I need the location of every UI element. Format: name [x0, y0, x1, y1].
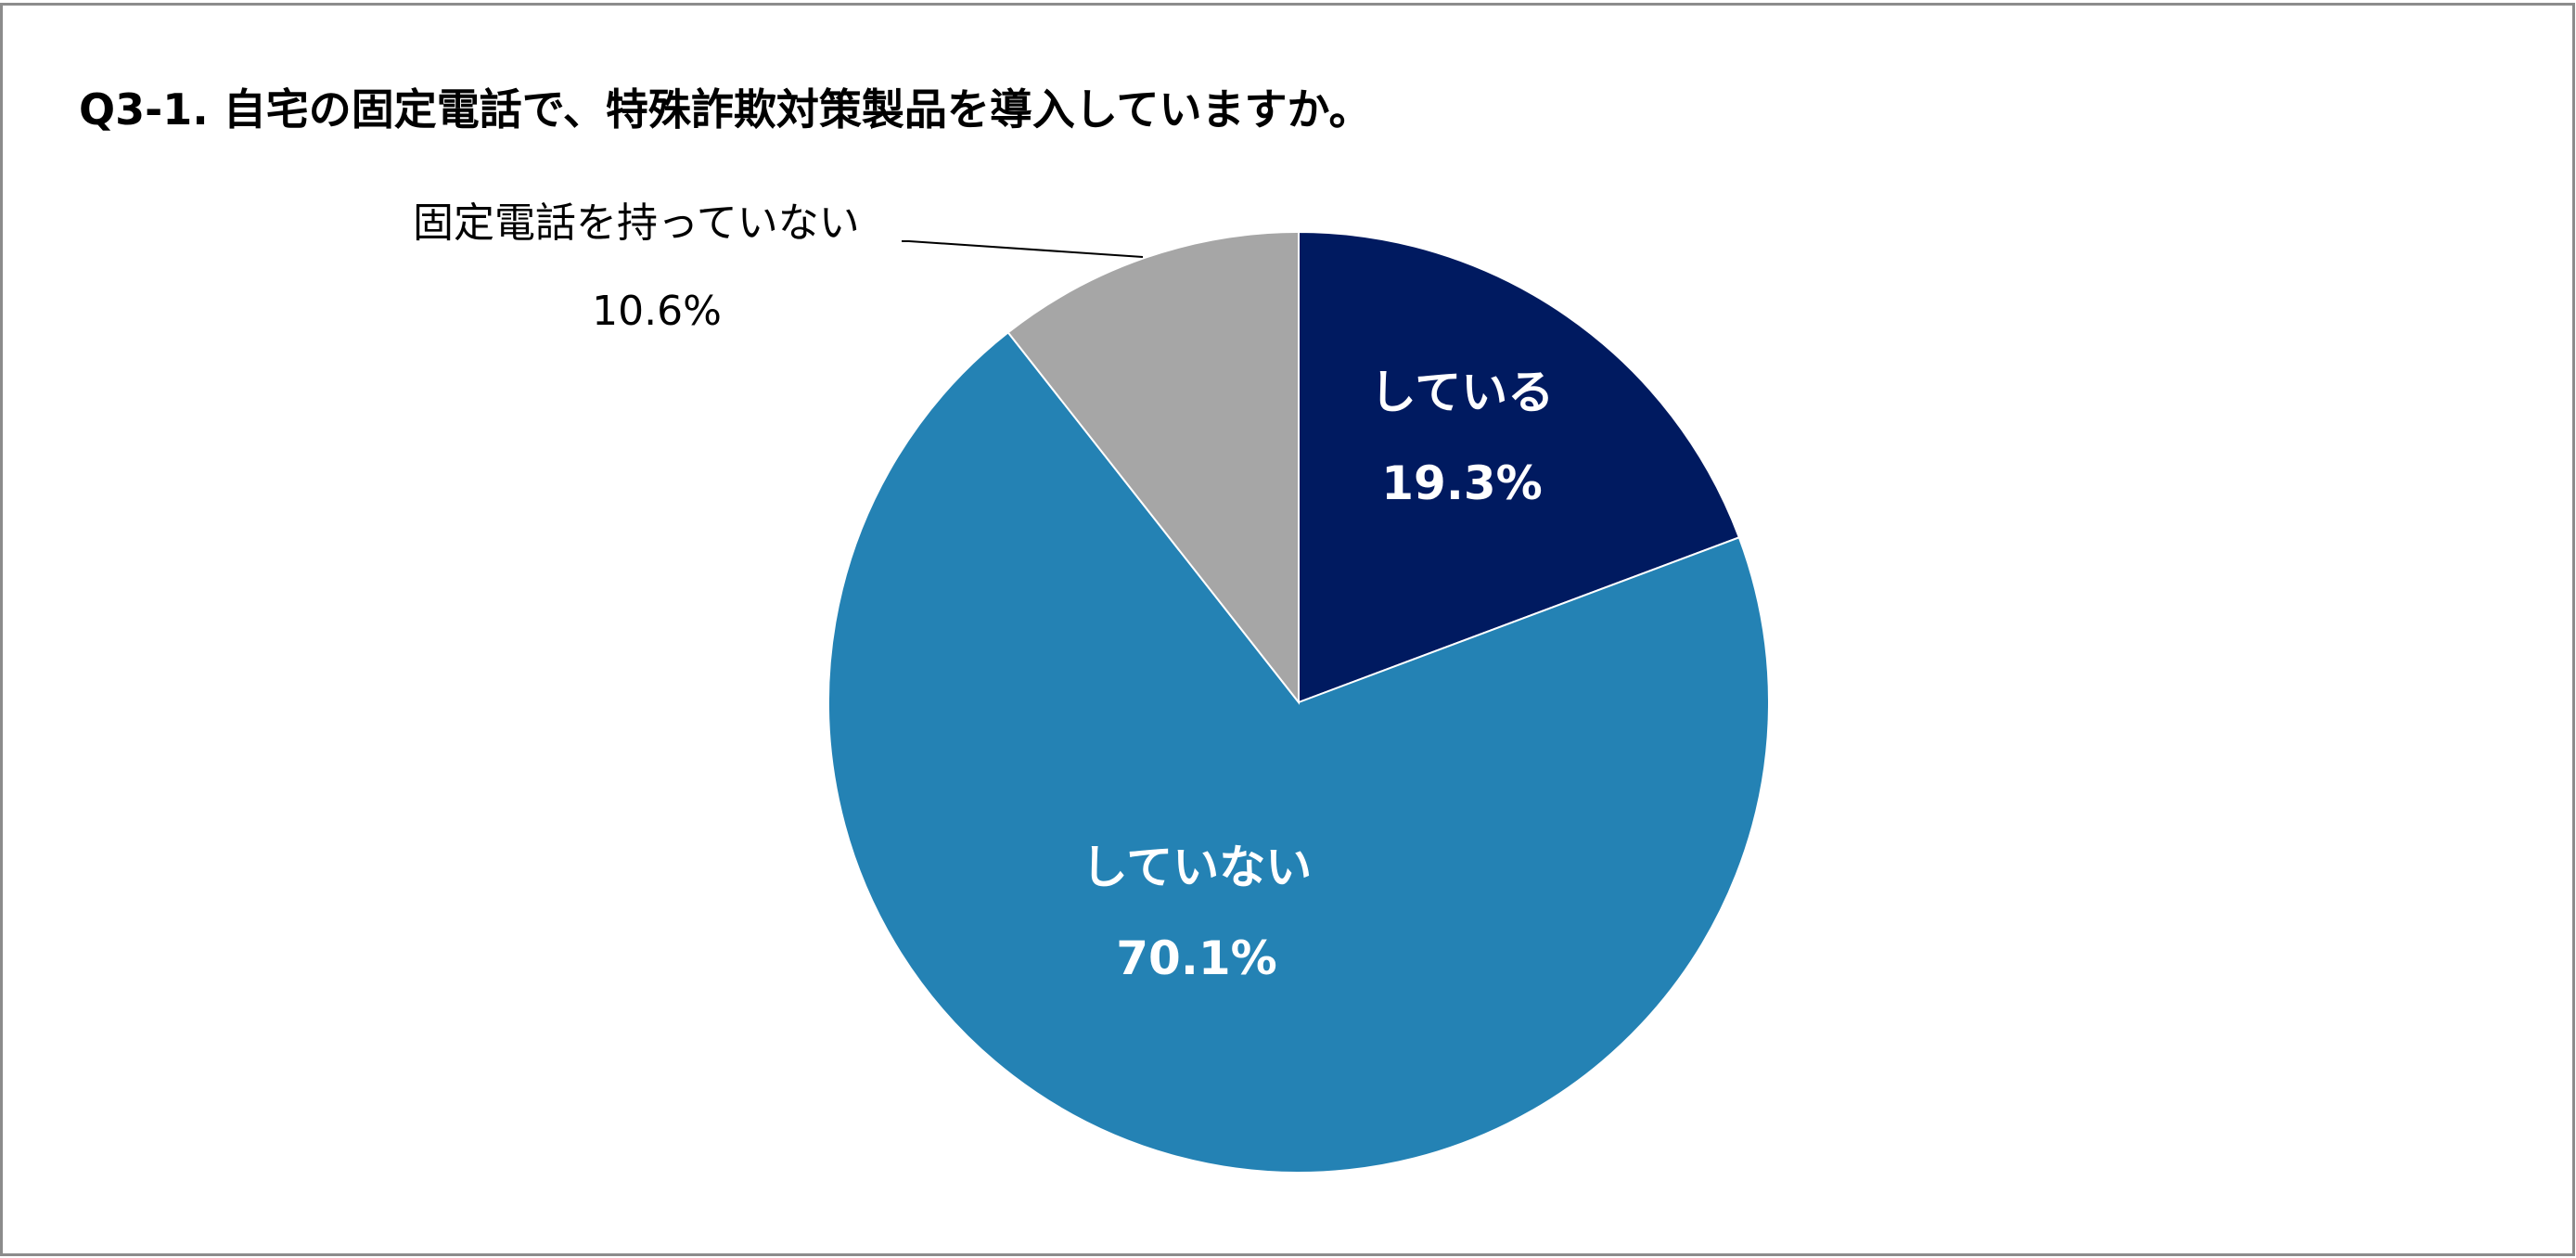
slice-label-1: している: [1370, 366, 1555, 419]
chart-title: Q3-1. 自宅の固定電話で、特殊詐欺対策製品を導入していますか。: [79, 84, 1372, 135]
slice-value-2: 70.1%: [1116, 931, 1276, 985]
slice-value-1: 19.3%: [1381, 456, 1542, 510]
pie-slice-2: [827, 330, 1770, 1174]
slice-value-3: 10.6%: [592, 288, 722, 335]
slice-label-2: していない: [1082, 841, 1313, 894]
pie-slices: [827, 230, 1770, 1174]
pie-slice-1: [1298, 230, 1741, 704]
pie-labels: している 19.3% していない 70.1% 固定電話を持っていない 10.6%: [413, 199, 1554, 985]
leader-line: [902, 240, 1144, 258]
pie-slice-3: [1006, 230, 1300, 705]
slice-label-3: 固定電話を持っていない: [413, 199, 860, 247]
